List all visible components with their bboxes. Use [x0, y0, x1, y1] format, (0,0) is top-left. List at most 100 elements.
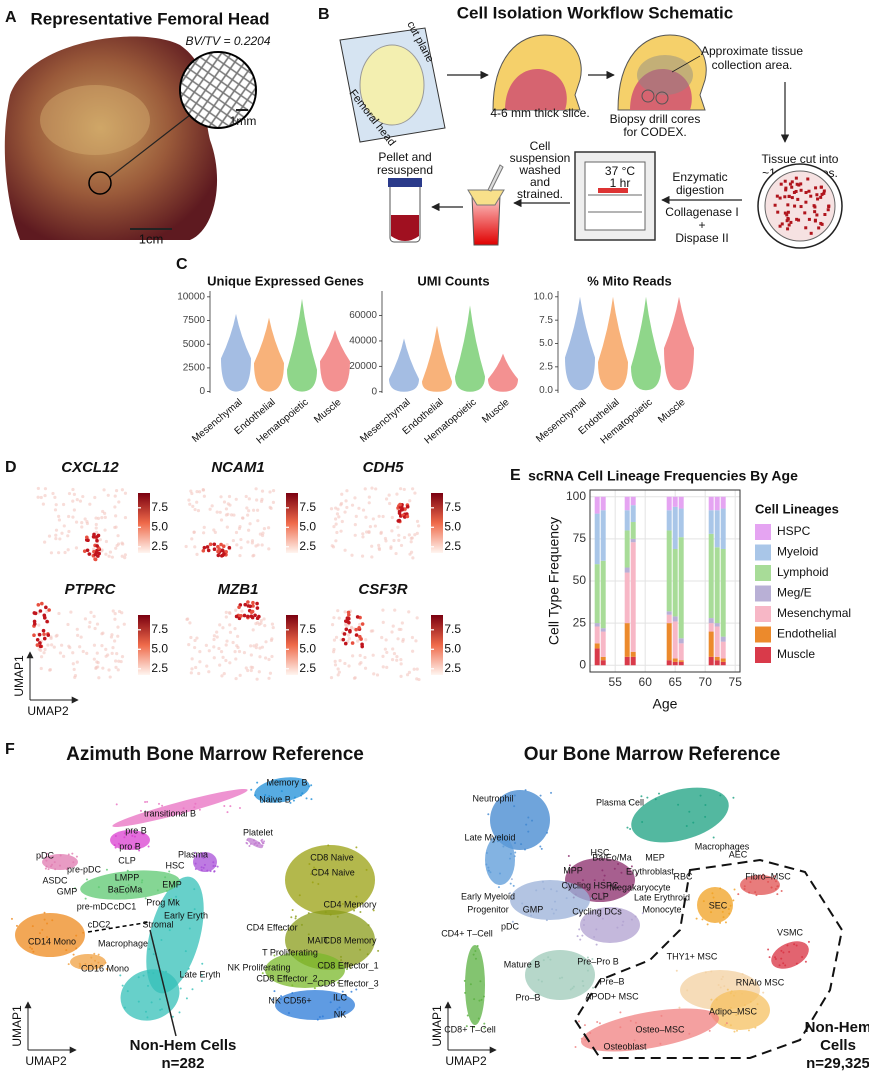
cell-point: [104, 961, 107, 964]
cell-point: [267, 974, 270, 977]
umap-point: [392, 538, 396, 543]
umap-point: [190, 491, 194, 496]
umap-point: [264, 640, 268, 644]
umap-point: [184, 544, 188, 549]
cluster-label: CD8 Effector_2: [256, 973, 317, 983]
cell-point: [704, 804, 707, 807]
cell-point: [135, 831, 138, 834]
umap-point: [52, 645, 56, 649]
cell-point: [513, 841, 516, 844]
umap-point: [107, 668, 111, 672]
cluster: [510, 880, 590, 920]
bar-segment: [594, 643, 600, 649]
cell-point: [141, 879, 144, 882]
umap-point: [57, 518, 62, 522]
cell-point: [561, 976, 564, 979]
umap-point: [197, 671, 201, 676]
y-tick-label: 0: [371, 386, 377, 397]
umap-point: [373, 524, 377, 528]
cell-point: [341, 903, 344, 906]
cell-point: [641, 820, 644, 823]
umap-point: [113, 611, 117, 616]
violin: [254, 317, 284, 392]
cell-point: [489, 871, 492, 874]
cluster-label: Late Erythroid: [634, 892, 690, 902]
umap-point-high: [41, 628, 46, 633]
x-tick-label: Muscle: [480, 397, 512, 426]
umap-point: [66, 534, 70, 538]
umap-point: [254, 646, 258, 650]
cell-point: [302, 955, 305, 958]
umap-point: [395, 492, 399, 496]
cell-point: [175, 895, 178, 898]
umap-point: [116, 668, 120, 672]
cell-point: [729, 1024, 732, 1027]
cluster-label: Adipo–MSC: [709, 1006, 758, 1016]
cell-point: [261, 801, 264, 804]
umap-point: [51, 491, 55, 496]
umap-point: [189, 635, 193, 640]
cluster-label: Memory B: [266, 777, 307, 787]
cell-point: [135, 842, 138, 845]
cell-point: [261, 972, 264, 975]
dispase: Dispase II: [675, 231, 728, 245]
umap-point-high: [227, 545, 232, 550]
umap-point: [41, 502, 45, 506]
cell-point: [576, 935, 579, 938]
umap-point: [256, 621, 260, 625]
umap-point: [228, 611, 232, 615]
umap-point: [120, 655, 125, 659]
colorbar-label: 5.0: [444, 519, 461, 533]
cell-point: [214, 865, 217, 868]
umap-point: [234, 608, 238, 612]
umap-point: [415, 519, 420, 523]
cell-point: [582, 924, 585, 927]
cell-point: [531, 819, 534, 822]
bar-segment: [594, 626, 600, 644]
cell-point: [478, 999, 481, 1002]
umap-point: [343, 610, 347, 614]
tissue-cube: [813, 218, 817, 222]
umap-point: [358, 622, 362, 627]
y-tick-label: 100: [566, 489, 586, 503]
umap-point: [340, 492, 344, 496]
umap-point: [113, 525, 117, 530]
tissue-cube: [820, 222, 824, 226]
umap-point-high: [96, 554, 100, 558]
cluster-label: pre-mDC: [77, 901, 114, 911]
umap-point: [219, 650, 224, 654]
cell-point: [465, 1025, 468, 1028]
cluster-label: AEC: [729, 849, 748, 859]
cell-point: [774, 888, 777, 891]
bar-segment: [666, 496, 672, 511]
violin: [422, 325, 452, 392]
cluster: [580, 907, 640, 943]
umap-point: [374, 487, 378, 491]
umap-point: [226, 512, 230, 516]
cell-point: [106, 968, 109, 971]
cell-point: [293, 796, 296, 799]
cell-point: [47, 868, 50, 871]
cluster-label: Early Eryth: [164, 910, 208, 920]
cell-point: [555, 890, 558, 893]
cell-point: [525, 823, 528, 826]
umap-point: [401, 639, 405, 643]
bar-segment: [678, 661, 684, 666]
tissue-cube: [794, 189, 798, 193]
bar-segment: [672, 661, 678, 666]
y-axis-label: Cell Type Frequency: [546, 517, 562, 645]
umap-point: [75, 627, 79, 631]
umap-point: [103, 528, 107, 532]
umap-point: [335, 512, 340, 516]
umap-point: [122, 622, 126, 626]
legend-swatch: [755, 585, 771, 602]
umap-point: [353, 533, 357, 537]
cell-point: [123, 832, 126, 835]
cell-point: [658, 792, 661, 795]
cluster-label: Mature B: [504, 959, 541, 969]
umap-point: [37, 623, 41, 627]
bar-segment: [678, 537, 684, 639]
cell-point: [786, 944, 789, 947]
umap-point: [384, 539, 388, 543]
tissue-cube: [783, 179, 787, 183]
